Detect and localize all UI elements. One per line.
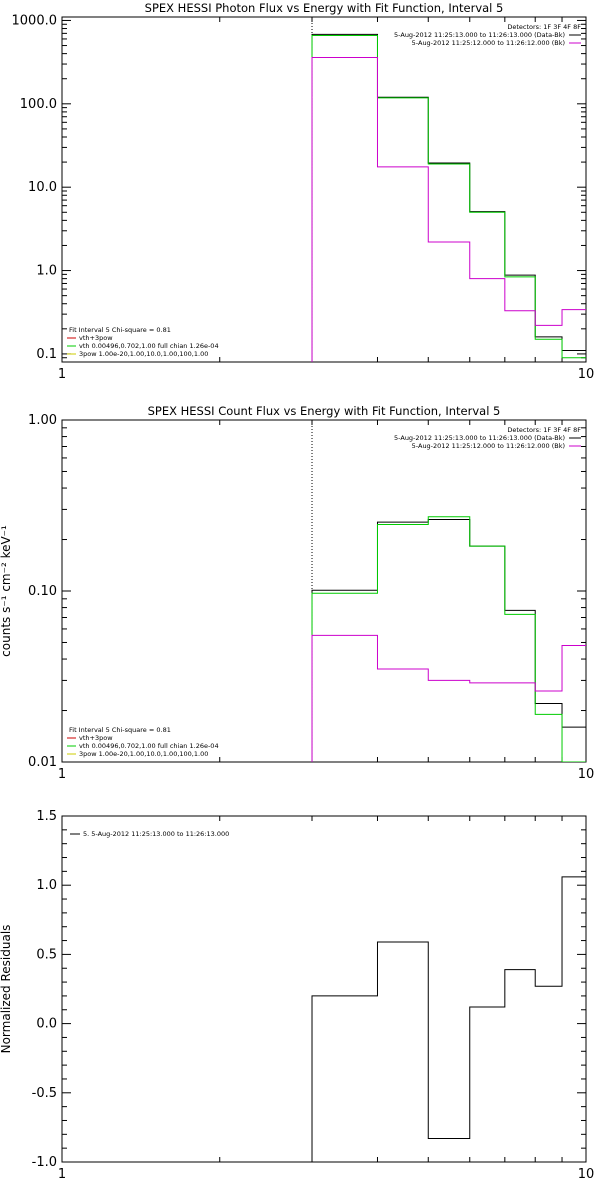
series-3 xyxy=(311,56,586,362)
legend-entry: 5-Aug-2012 11:25:13.000 to 11:26:13.000 … xyxy=(394,434,565,442)
series-1 xyxy=(311,33,586,362)
x-tick-label: 1 xyxy=(58,1167,66,1182)
plot-frame xyxy=(61,419,587,763)
series-line xyxy=(311,876,586,1162)
y-tick-label: 1.0 xyxy=(36,878,57,893)
y-axis-label: counts s⁻¹ cm⁻² keV⁻¹ xyxy=(0,525,13,657)
y-tick-label: 1.0 xyxy=(36,264,57,279)
plot-frame xyxy=(61,815,587,1163)
y-tick-label: 1.00 xyxy=(28,413,57,428)
y-tick-label: -0.5 xyxy=(32,1086,57,1101)
x-tick-label: 10 xyxy=(578,367,595,382)
legend-entry: 5-Aug-2012 11:25:13.000 to 11:26:13.000 … xyxy=(394,31,565,39)
y-tick-label: 10.0 xyxy=(28,180,57,195)
x-tick-label: 10 xyxy=(578,1167,595,1182)
y-tick-label: 0.01 xyxy=(28,755,57,770)
y-tick-label: 1.5 xyxy=(36,809,57,824)
legend-entry: 5-Aug-2012 11:25:12.000 to 11:26:12.000 … xyxy=(412,442,565,450)
y-tick-label: 0.1 xyxy=(36,347,57,362)
y-tick-label: 0.5 xyxy=(36,947,57,962)
plot-frame xyxy=(61,16,587,363)
x-tick-label: 1 xyxy=(58,767,66,782)
chart-title: SPEX HESSI Count Flux vs Energy with Fit… xyxy=(148,404,501,418)
y-axis-label: Normalized Residuals xyxy=(0,925,13,1054)
y-tick-label: 0.10 xyxy=(28,584,57,599)
y-tick-label: -1.0 xyxy=(32,1155,57,1170)
series-line xyxy=(311,516,586,762)
legend-entry: 3pow 1.00e-20,1.00,10.0,1.00,100,1.00 xyxy=(79,350,208,358)
series-line xyxy=(311,34,586,362)
series-2 xyxy=(311,516,586,762)
legend-entry: 5-Aug-2012 11:25:12.000 to 11:26:12.000 … xyxy=(412,39,565,47)
legend-entry: Detectors: 1F 3F 4F 8F xyxy=(507,426,581,434)
series-1 xyxy=(311,876,586,1162)
series-line xyxy=(311,634,586,762)
series-2 xyxy=(311,34,586,362)
legend-entry: vth+3pow xyxy=(79,334,113,342)
series-3 xyxy=(311,634,586,762)
legend-entry: Fit Interval 5 Chi-square = 0.81 xyxy=(69,726,171,734)
series-line xyxy=(311,33,586,362)
legend-entry: vth+3pow xyxy=(79,734,113,742)
x-tick-label: 10 xyxy=(578,767,595,782)
y-tick-label: 1000.0 xyxy=(12,13,58,28)
y-tick-label: 100.0 xyxy=(20,97,57,112)
series-1 xyxy=(311,518,586,762)
chart-3: 1 10 -1.0 -0.5 0.0 0.5 1.0 1.5 Normalized Residu… xyxy=(0,809,594,1182)
legend-entry: Fit Interval 5 Chi-square = 0.81 xyxy=(69,326,171,334)
series-line xyxy=(311,56,586,362)
chart-title: SPEX HESSI Photon Flux vs Energy with Fi… xyxy=(145,1,504,15)
y-tick-label: 0.0 xyxy=(36,1017,57,1032)
legend-entry: Detectors: 1F 3F 4F 8F xyxy=(507,23,581,31)
legend-entry: 5. 5-Aug-2012 11:25:13.000 to 11:26:13.0… xyxy=(83,830,229,838)
legend-entry: vth 0.00496,0.702,1.00 full chian 1.26e-… xyxy=(79,742,219,750)
chart-1: SPEX HESSI Photon Flux vs Energy with Fi… xyxy=(12,1,595,382)
chart-2: SPEX HESSI Count Flux vs Energy with Fit… xyxy=(0,404,594,782)
x-tick-label: 1 xyxy=(58,367,66,382)
series-line xyxy=(311,518,586,762)
legend-entry: 3pow 1.00e-20,1.00,10.0,1.00,100,1.00 xyxy=(79,750,208,758)
legend-entry: vth 0.00496,0.702,1.00 full chian 1.26e-… xyxy=(79,342,219,350)
